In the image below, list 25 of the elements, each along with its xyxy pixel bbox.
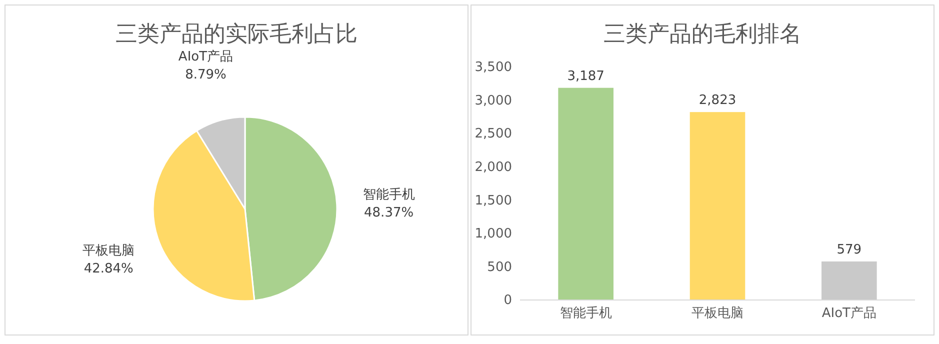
data-label: 48.37% (364, 205, 414, 220)
data-label: 579 (836, 242, 862, 258)
bar (690, 112, 746, 300)
y-tick-label: 3,500 (474, 60, 512, 76)
slice-label: 平板电脑 (82, 244, 135, 259)
chart-title: 三类产品的实际毛利占比 (116, 22, 358, 47)
y-tick-label: 2,500 (474, 126, 512, 142)
y-tick-label: 500 (487, 260, 512, 275)
y-tick-label: 2,000 (474, 160, 512, 176)
data-label: 42.84% (84, 262, 134, 277)
chart-title: 三类产品的毛利排名 (604, 22, 802, 47)
y-tick-label: 1,500 (474, 193, 512, 208)
bar (822, 261, 877, 300)
data-label: 3,187 (567, 68, 604, 84)
x-tick-label: 智能手机 (560, 306, 612, 322)
data-label: 8.79% (185, 68, 226, 83)
bar (558, 88, 614, 300)
x-tick-label: 平板电脑 (692, 306, 744, 322)
slice-label: 智能手机 (362, 187, 415, 202)
y-tick-label: 0 (504, 293, 512, 308)
y-tick-label: 1,000 (474, 226, 512, 242)
data-label: 2,823 (698, 93, 736, 108)
slice-label: AIoT产品 (178, 50, 234, 65)
y-tick-label: 3,000 (474, 93, 512, 108)
x-tick-label: AIoT产品 (822, 306, 876, 322)
